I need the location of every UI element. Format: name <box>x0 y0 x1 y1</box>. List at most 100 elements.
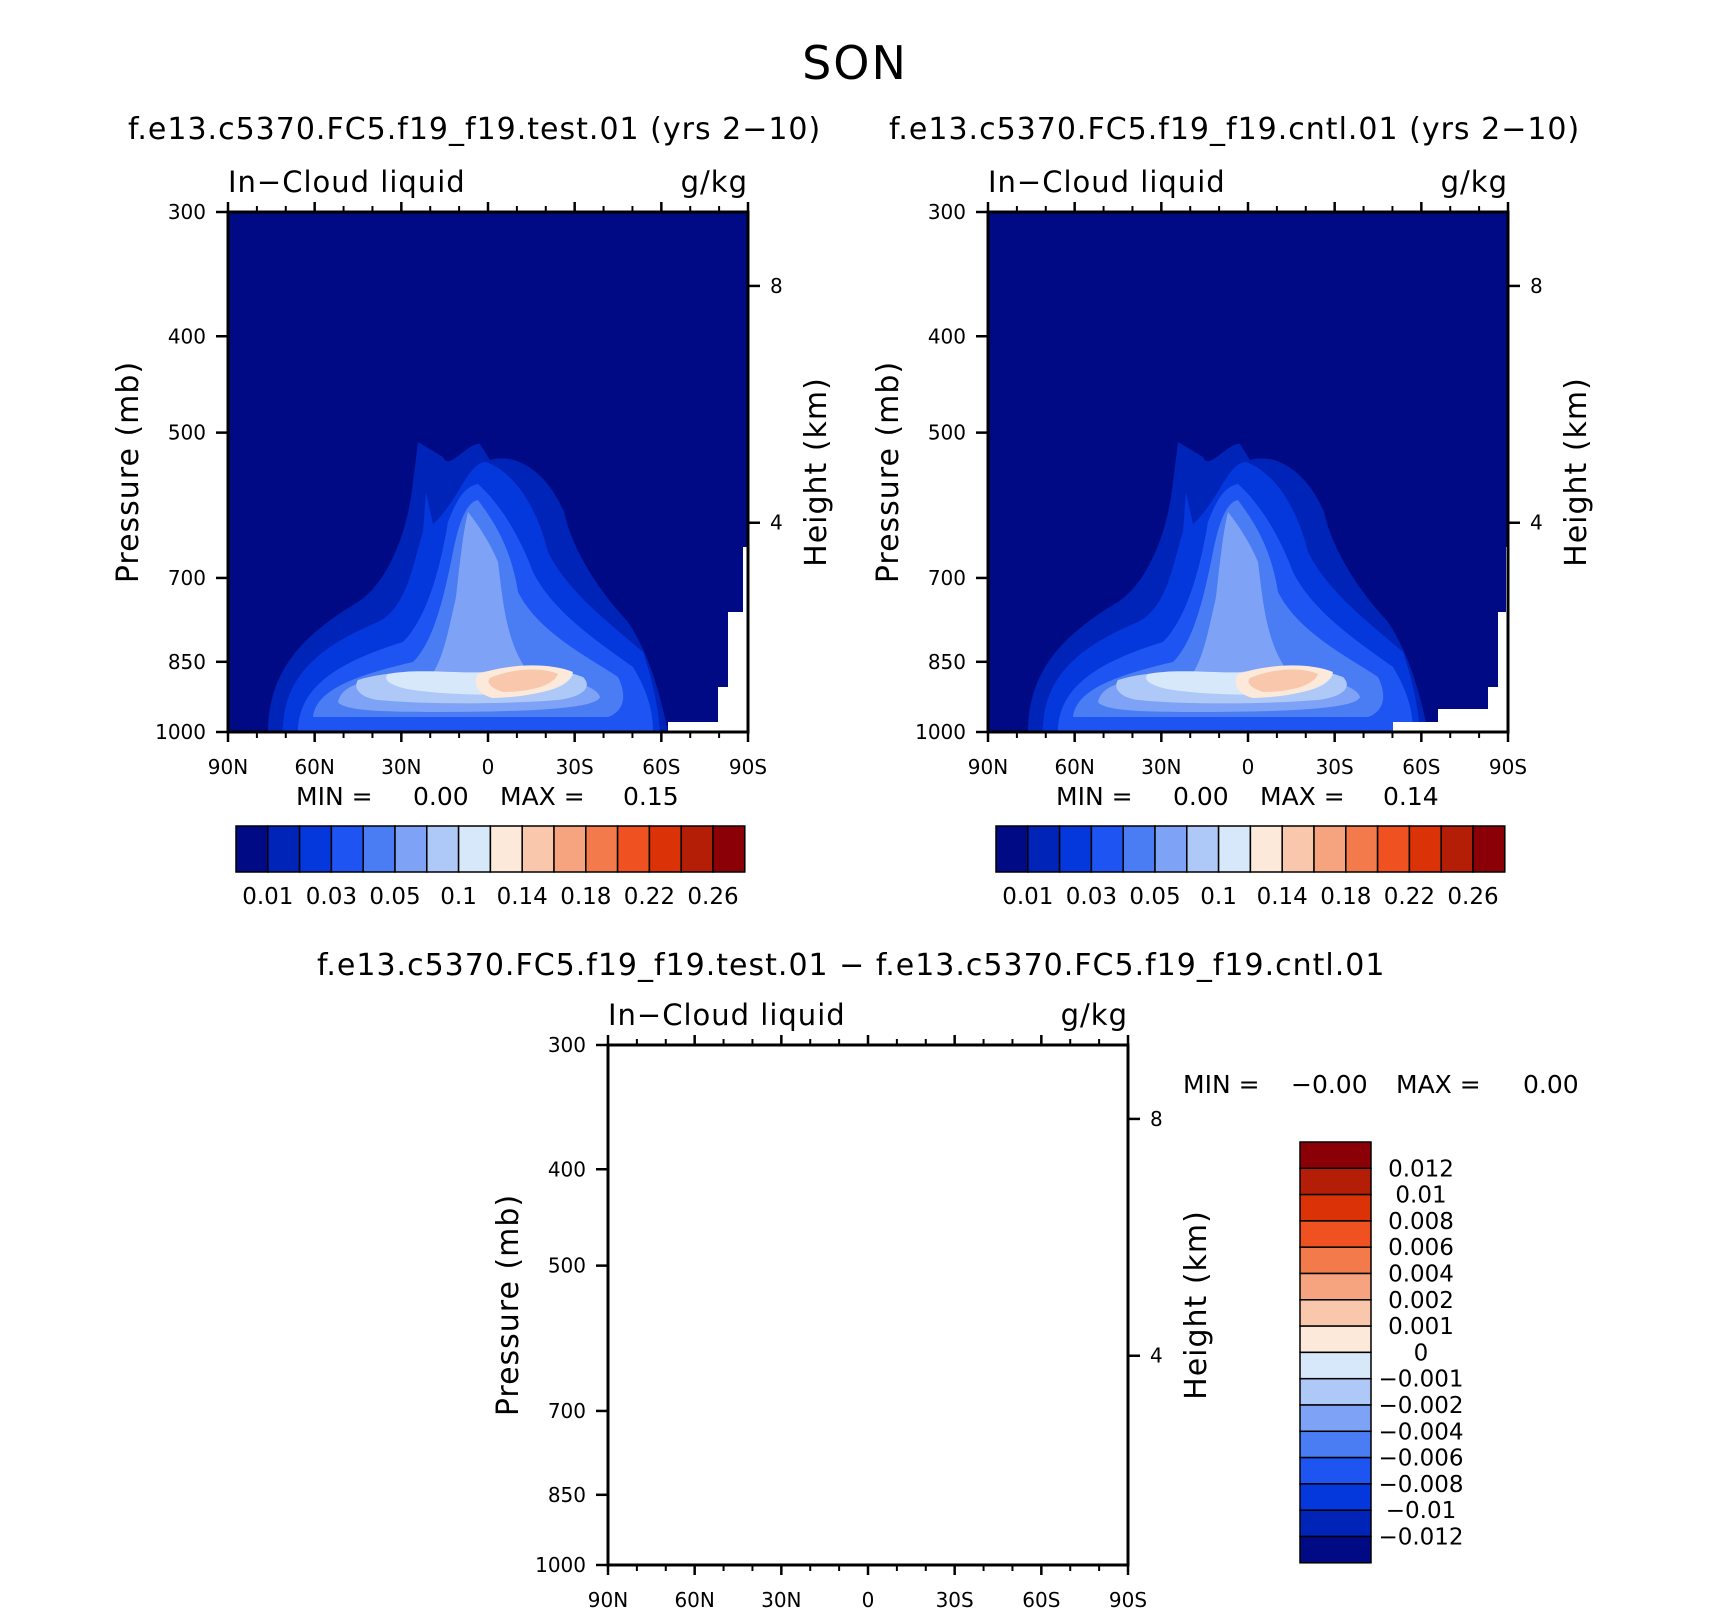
x-tick-label: 0 <box>1242 755 1255 779</box>
y-tick-label: 700 <box>928 566 966 590</box>
diff-positive-feature <box>858 1507 874 1527</box>
colorbar-swatch <box>553 825 587 873</box>
diff-positive-feature <box>648 1405 703 1545</box>
diff-negative-feature <box>803 1505 818 1535</box>
colorbar-swatch <box>1472 825 1506 873</box>
colorbar-swatch <box>362 825 396 873</box>
colorbar-label: 0.05 <box>1129 884 1180 910</box>
x-tick-label: 90N <box>208 755 248 779</box>
colorbar-swatch <box>1299 1141 1372 1170</box>
y-tick-label: 700 <box>548 1399 586 1423</box>
diff-positive-band <box>758 1045 798 1565</box>
y2-tick-label: 4 <box>1150 1344 1163 1368</box>
diff-positive-feature <box>888 1475 938 1525</box>
field-layer <box>988 212 1508 732</box>
x-tick-label: 90S <box>1109 1588 1147 1611</box>
colorbar-label: 0.22 <box>1384 884 1435 910</box>
variable-label: In−Cloud liquid <box>228 165 466 199</box>
x-tick-label: 60S <box>1022 1588 1060 1611</box>
colorbar-label: −0.006 <box>1378 1446 1463 1472</box>
min-value: −0.00 <box>1291 1070 1368 1099</box>
x-tick-label: 90S <box>729 755 767 779</box>
y-tick-label: 500 <box>548 1254 586 1278</box>
max-value: 0.00 <box>1523 1070 1579 1099</box>
figure-title: SON <box>802 36 908 90</box>
y-tick-label: 400 <box>168 324 206 348</box>
missing-data-region <box>668 547 748 732</box>
colorbar-swatch <box>1299 1377 1372 1406</box>
colorbar-swatch <box>680 825 714 873</box>
max-value: 0.15 <box>623 782 679 811</box>
colorbar-label: −0.008 <box>1378 1472 1463 1498</box>
y-tick-label: 500 <box>928 421 966 445</box>
x-tick-label: 60N <box>1054 755 1094 779</box>
colorbar-swatch <box>1186 825 1220 873</box>
colorbar-label: 0.008 <box>1388 1209 1454 1235</box>
colorbar-label: 0.26 <box>687 884 738 910</box>
colorbar-swatch <box>1299 1193 1372 1222</box>
y-tick-label: 400 <box>548 1157 586 1181</box>
x-tick-label: 90N <box>968 755 1008 779</box>
y-tick-label: 850 <box>168 650 206 674</box>
colorbar-swatch <box>394 825 428 873</box>
diff-negative-feature <box>753 1445 773 1510</box>
variable-label: In−Cloud liquid <box>608 998 846 1032</box>
colorbar-swatch <box>1345 825 1379 873</box>
diff-positive-band <box>1078 1045 1128 1565</box>
colorbar-swatch <box>1090 825 1124 873</box>
colorbar-swatch <box>1299 1272 1372 1301</box>
difference-panel: 90N 60N 30N 0 30S 60S 90S 300 400 500 700 850 1000 8 4… <box>491 998 1579 1611</box>
colorbar-swatch <box>1281 825 1315 873</box>
diff-negative-feature <box>698 1525 718 1550</box>
colorbar-swatch <box>616 825 651 873</box>
missing-data-region <box>1393 547 1508 732</box>
colorbar-label: 0.006 <box>1388 1235 1454 1261</box>
colorbar-swatch <box>1058 825 1093 873</box>
x-tick-label: 60N <box>674 1588 714 1611</box>
colorbar-swatch <box>1122 825 1156 873</box>
colorbar-label: 0.1 <box>440 884 477 910</box>
x-tick-label: 30S <box>936 1588 974 1611</box>
x-tick-label: 30N <box>1141 755 1181 779</box>
x-tick-label: 30S <box>1316 755 1354 779</box>
x-tick-label: 60N <box>294 755 334 779</box>
diff-negative-feature <box>748 1355 793 1515</box>
x-tick-label: 60S <box>1402 755 1440 779</box>
x-tick-label: 90S <box>1489 755 1527 779</box>
diff-positive-feature <box>907 1491 915 1505</box>
diff-positive-feature <box>903 1483 920 1510</box>
colorbar-label: 0.22 <box>624 884 675 910</box>
colorbar-swatch <box>457 825 492 873</box>
colorbar-swatch <box>426 825 460 873</box>
colorbar-label: −0.001 <box>1378 1367 1463 1393</box>
colorbar-label: 0.03 <box>1066 884 1117 910</box>
difference-panel-title: f.e13.c5370.FC5.f19_f19.test.01 − f.e13.… <box>317 948 1386 983</box>
colorbar-label: 0.012 <box>1388 1156 1454 1182</box>
colorbar-label: 0.14 <box>497 884 548 910</box>
min-label: MIN = <box>296 782 373 811</box>
colorbar-label: 0.14 <box>1257 884 1308 910</box>
field-layer <box>228 212 748 732</box>
colorbar-swatch <box>489 825 523 873</box>
colorbar-swatch <box>1299 1220 1372 1248</box>
diff-negative-feature <box>1018 1465 1038 1515</box>
y-tick-label: 1000 <box>915 720 966 744</box>
y2-tick-label: 8 <box>1530 274 1543 298</box>
colorbar-label: 0.01 <box>1002 884 1053 910</box>
y2-axis-label: Height (km) <box>799 377 834 567</box>
colorbar-swatch <box>298 825 333 873</box>
colorbar-label: −0.012 <box>1378 1525 1463 1551</box>
min-label: MIN = <box>1183 1070 1260 1099</box>
units-label: g/kg <box>1061 998 1128 1032</box>
colorbar-swatch <box>330 825 364 873</box>
colorbar-swatch <box>1299 1535 1372 1564</box>
colorbar-label: 0.18 <box>560 884 611 910</box>
colorbar-swatch <box>1376 825 1411 873</box>
colorbar-label: 0.001 <box>1388 1314 1454 1340</box>
diff-negative-feature <box>688 1315 818 1555</box>
diff-positive-band <box>608 1045 656 1565</box>
y2-tick-label: 8 <box>1150 1107 1163 1131</box>
y-tick-label: 850 <box>928 650 966 674</box>
colorbar-label: 0.004 <box>1388 1262 1454 1288</box>
y-tick-label: 1000 <box>535 1553 586 1577</box>
